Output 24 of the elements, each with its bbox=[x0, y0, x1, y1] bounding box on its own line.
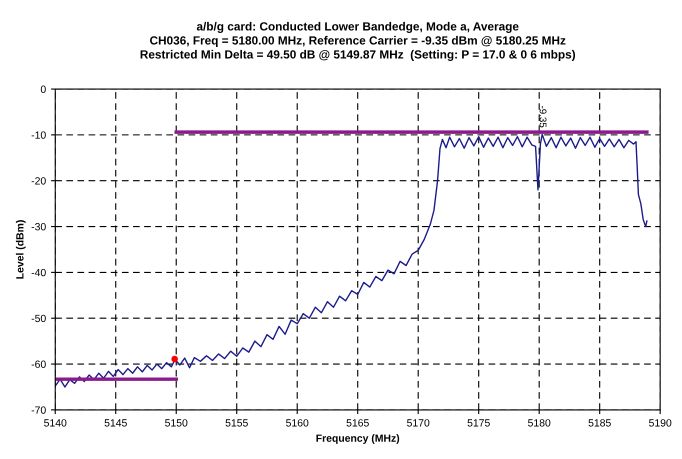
annotation: -9.35 bbox=[540, 106, 546, 128]
x-tick-label: 5155 bbox=[226, 419, 248, 427]
x-axis-title: Frequency (MHz) bbox=[316, 434, 400, 444]
x-tick-label: 5150 bbox=[165, 419, 188, 427]
x-tick-label: 5175 bbox=[468, 419, 490, 427]
x-tick-label: 5170 bbox=[407, 419, 430, 427]
x-tick-label: 5185 bbox=[588, 419, 611, 427]
y-tick-label: -20 bbox=[32, 177, 46, 185]
line-series bbox=[55, 134, 648, 388]
x-tick-label: 5165 bbox=[346, 419, 369, 427]
x-tick-label: 5180 bbox=[528, 419, 550, 427]
y-tick-label: 0 bbox=[40, 86, 46, 93]
y-tick-label: -50 bbox=[32, 314, 46, 322]
y-tick-label: -70 bbox=[32, 406, 46, 414]
x-tick-label: 5140 bbox=[44, 419, 66, 427]
y-tick-label: -10 bbox=[32, 131, 46, 139]
x-tick-label: 5145 bbox=[104, 419, 127, 427]
y-tick-label: -60 bbox=[32, 360, 46, 368]
y-tick-label: -40 bbox=[32, 268, 46, 276]
x-tick-label: 5160 bbox=[286, 419, 308, 427]
x-tick-label: 5190 bbox=[649, 419, 672, 427]
y-tick-label: -30 bbox=[32, 223, 46, 230]
y-axis-title: Level (dBm) bbox=[16, 220, 26, 279]
chart-title: a/b/g card: Conducted Lower Bandedge, Mode a, Average CH036, Freq = 5180.00 MHz, Reference Carrier = -9.35 dBm @ 5180.25 MHz Restricted Min Delta = 49.50 dB @ 5149.87 MHz (Setting: P = 17.0 & 0 6 mbps) bbox=[140, 22, 576, 61]
